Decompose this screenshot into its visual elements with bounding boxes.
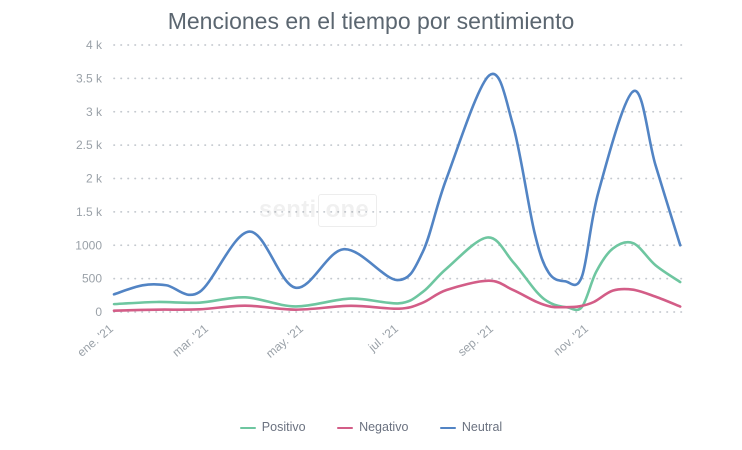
svg-text:jul. '21: jul. '21 [365, 321, 401, 355]
svg-text:mar. '21: mar. '21 [170, 321, 212, 359]
svg-text:4 k: 4 k [86, 38, 103, 52]
svg-text:500: 500 [82, 272, 102, 286]
svg-text:0: 0 [95, 305, 102, 319]
svg-text:2.5 k: 2.5 k [76, 138, 103, 152]
svg-text:2 k: 2 k [86, 172, 103, 186]
svg-text:may. '21: may. '21 [263, 321, 306, 360]
svg-text:sep. '21: sep. '21 [455, 321, 496, 359]
svg-text:1.5 k: 1.5 k [76, 205, 103, 219]
svg-text:nov. '21: nov. '21 [551, 321, 591, 358]
svg-text:3 k: 3 k [86, 105, 103, 119]
svg-text:1000: 1000 [75, 238, 102, 252]
svg-text:3.5 k: 3.5 k [76, 71, 103, 85]
svg-text:ene. '21: ene. '21 [75, 321, 117, 359]
